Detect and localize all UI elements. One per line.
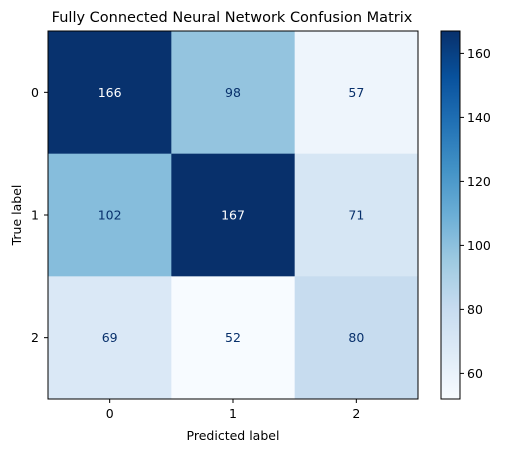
- x-tick-label: 2: [352, 406, 360, 421]
- cell-value-label: 57: [348, 85, 364, 100]
- x-axis-label: Predicted label: [187, 428, 280, 443]
- matrix-cell: [48, 153, 172, 277]
- y-axis-label: True label: [9, 185, 24, 247]
- cell-value-label: 71: [348, 208, 364, 223]
- matrix-cell: [48, 276, 172, 400]
- matrix-cell-labels: 166 98 57 102 167 71 69 52 80: [98, 85, 365, 345]
- colorbar-tick-label: 120: [467, 174, 491, 189]
- colorbar-tick-label: 140: [467, 110, 491, 125]
- cell-value-label: 102: [98, 208, 122, 223]
- colorbar-tick-label: 60: [467, 366, 483, 381]
- colorbar-tick-label: 100: [467, 238, 491, 253]
- y-axis-ticks: 0 1 2: [31, 85, 48, 345]
- colorbar: [440, 30, 461, 400]
- cell-value-label: 80: [348, 330, 364, 345]
- colorbar-ticks: 60 80 100 120 140 160: [460, 46, 491, 381]
- matrix-cell: [294, 31, 419, 155]
- matrix-cells: [48, 31, 419, 400]
- x-tick-label: 0: [106, 406, 114, 421]
- matrix-cell: [294, 276, 419, 400]
- cell-value-label: 167: [221, 208, 245, 223]
- x-axis-ticks: 0 1 2: [106, 399, 360, 421]
- matrix-cell: [171, 31, 296, 155]
- colorbar-tick-label: 160: [467, 46, 491, 61]
- matrix-cell: [294, 153, 419, 277]
- y-tick-label: 2: [31, 330, 39, 345]
- y-tick-label: 1: [31, 208, 39, 223]
- colorbar-tick-label: 80: [467, 302, 483, 317]
- matrix-cell: [48, 31, 172, 155]
- x-tick-label: 1: [229, 406, 237, 421]
- cell-value-label: 166: [98, 85, 122, 100]
- matrix-cell: [171, 276, 296, 400]
- cell-value-label: 98: [225, 85, 241, 100]
- cell-value-label: 52: [225, 330, 241, 345]
- y-tick-label: 0: [31, 85, 39, 100]
- matrix-cell: [171, 153, 296, 277]
- cell-value-label: 69: [102, 330, 118, 345]
- chart-title: Fully Connected Neural Network Confusion…: [52, 10, 413, 26]
